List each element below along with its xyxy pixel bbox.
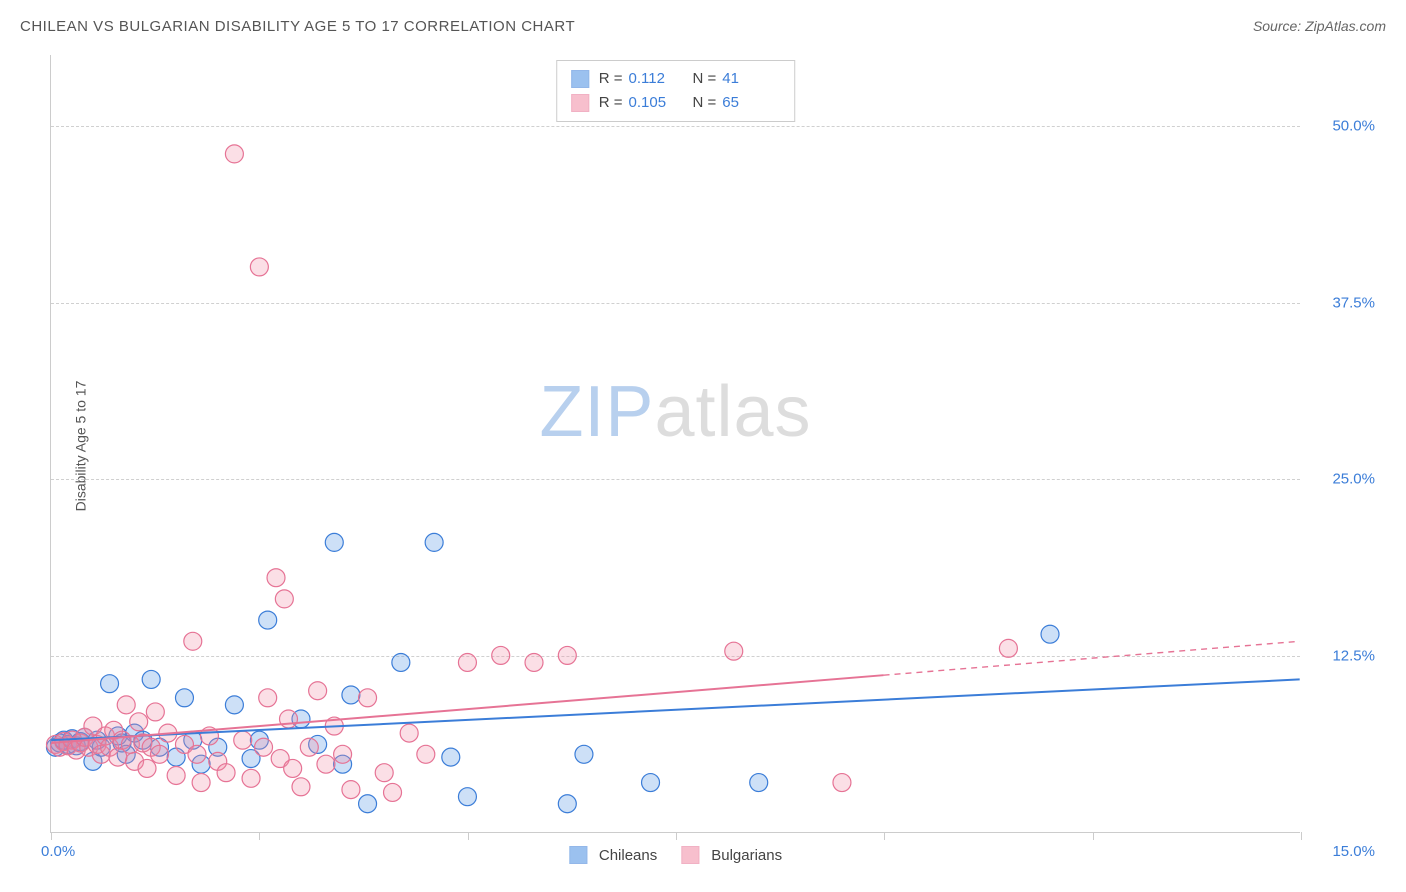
x-tick [259,832,260,840]
swatch-bulgarians [681,846,699,864]
stats-row-chileans: R = 0.112 N = 41 [571,67,781,91]
trend-line-dashed [884,641,1300,675]
legend: Chileans Bulgarians [569,846,782,864]
n-value-bulgarians: 65 [722,91,770,115]
y-tick-label: 12.5% [1315,648,1375,665]
trend-lines [51,55,1300,832]
plot-area: 12.5%25.0%37.5%50.0% ZIPatlas R = 0.112 … [50,55,1300,833]
r-label: R = [599,67,623,91]
legend-item-chileans: Chileans [569,846,657,864]
swatch-chileans [571,70,589,88]
trend-line [51,675,883,743]
y-tick-label: 50.0% [1315,117,1375,134]
trend-line [51,679,1299,740]
x-axis-origin: 0.0% [41,843,75,860]
stats-row-bulgarians: R = 0.105 N = 65 [571,91,781,115]
x-axis-max: 15.0% [1315,843,1375,860]
n-label: N = [693,91,717,115]
x-tick [468,832,469,840]
x-tick [1093,832,1094,840]
r-value-chileans: 0.112 [629,67,677,91]
n-value-chileans: 41 [722,67,770,91]
chart-source: Source: ZipAtlas.com [1253,18,1386,34]
stats-box: R = 0.112 N = 41 R = 0.105 N = 65 [556,60,796,122]
x-tick [676,832,677,840]
swatch-chileans [569,846,587,864]
swatch-bulgarians [571,94,589,112]
r-label: R = [599,91,623,115]
correlation-chart: CHILEAN VS BULGARIAN DISABILITY AGE 5 TO… [0,0,1406,892]
y-tick-label: 25.0% [1315,471,1375,488]
legend-label-bulgarians: Bulgarians [711,847,782,864]
y-tick-label: 37.5% [1315,294,1375,311]
legend-label-chileans: Chileans [599,847,657,864]
x-tick [1301,832,1302,840]
chart-title: CHILEAN VS BULGARIAN DISABILITY AGE 5 TO… [20,18,575,35]
legend-item-bulgarians: Bulgarians [681,846,782,864]
x-tick [51,832,52,840]
r-value-bulgarians: 0.105 [629,91,677,115]
x-tick [884,832,885,840]
n-label: N = [693,67,717,91]
